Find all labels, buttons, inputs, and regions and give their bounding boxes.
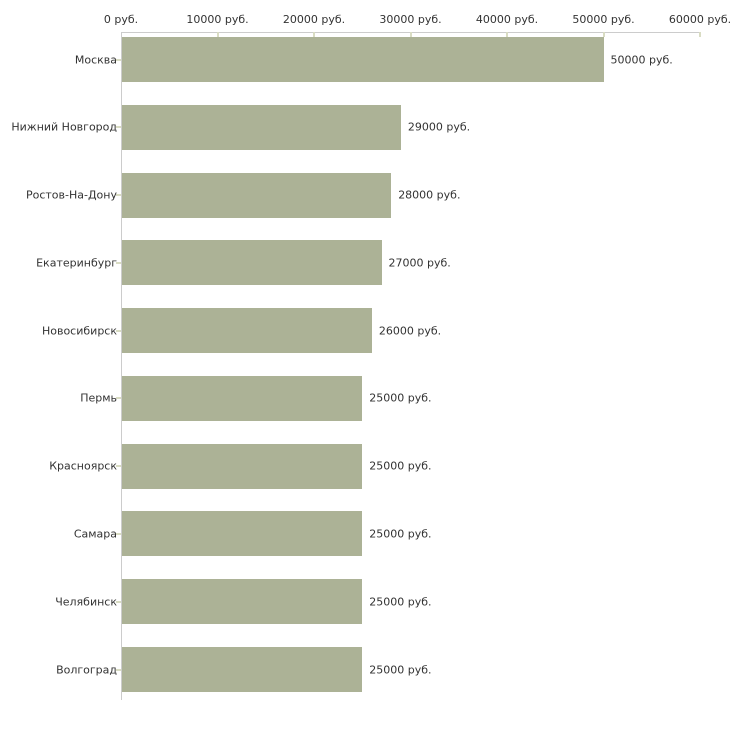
y-axis-tick xyxy=(116,329,121,332)
x-axis-tick xyxy=(699,32,701,37)
category-label: Пермь xyxy=(80,391,117,405)
category-label: Самара xyxy=(73,527,117,541)
x-axis-tick xyxy=(313,32,315,37)
x-tick-label: 20000 руб. xyxy=(282,13,346,26)
y-axis-tick xyxy=(116,465,121,468)
category-label: Челябинск xyxy=(55,595,117,609)
x-axis-tick xyxy=(216,32,219,37)
x-axis-tick xyxy=(602,32,605,37)
y-axis-tick xyxy=(116,58,121,61)
bar-value-label: 28000 руб. xyxy=(398,188,461,202)
bar xyxy=(122,240,382,286)
bar xyxy=(122,647,363,693)
bar xyxy=(122,511,363,557)
bar-value-label: 29000 руб. xyxy=(407,120,471,134)
bar-value-label: 25000 руб. xyxy=(369,663,432,677)
y-axis-tick xyxy=(116,600,121,603)
y-axis-tick xyxy=(116,194,121,197)
y-axis-tick xyxy=(116,397,121,400)
x-tick-label: 40000 руб. xyxy=(475,13,539,26)
bar-value-label: 26000 руб. xyxy=(378,324,442,338)
bar-value-label: 25000 руб. xyxy=(369,595,432,609)
category-label: Нижний Новгород xyxy=(11,120,117,134)
x-tick-label: 30000 руб. xyxy=(379,13,442,26)
category-label: Ростов-На-Дону xyxy=(25,188,117,202)
category-label: Волгоград xyxy=(56,663,117,677)
x-axis-tick xyxy=(409,32,412,37)
x-tick-label: 60000 руб. xyxy=(668,13,730,26)
y-axis-tick xyxy=(116,668,121,671)
bar-value-label: 25000 руб. xyxy=(369,527,432,541)
y-axis-tick xyxy=(116,126,121,129)
category-label: Москва xyxy=(74,53,117,66)
category-label: Екатеринбург xyxy=(36,256,117,270)
bar xyxy=(122,443,363,489)
category-label: Новосибирск xyxy=(41,324,117,338)
bar xyxy=(122,172,392,218)
x-axis-tick xyxy=(506,32,508,37)
bar-value-label: 50000 руб. xyxy=(610,53,673,66)
bar-value-label: 25000 руб. xyxy=(369,459,432,473)
y-axis-tick xyxy=(116,261,121,264)
x-tick-label: 50000 руб. xyxy=(572,13,635,26)
x-tick-label: 10000 руб. xyxy=(186,13,249,26)
category-label: Красноярск xyxy=(49,459,117,473)
y-axis-tick xyxy=(116,532,121,535)
bar xyxy=(122,579,363,625)
bar xyxy=(122,308,372,354)
bar-value-label: 27000 руб. xyxy=(388,256,451,270)
bar xyxy=(122,104,401,150)
x-tick-label: 0 руб. xyxy=(103,13,139,26)
bar xyxy=(122,375,363,421)
bar xyxy=(122,37,604,82)
y-axis-line xyxy=(121,32,122,700)
bar-value-label: 25000 руб. xyxy=(369,391,432,405)
